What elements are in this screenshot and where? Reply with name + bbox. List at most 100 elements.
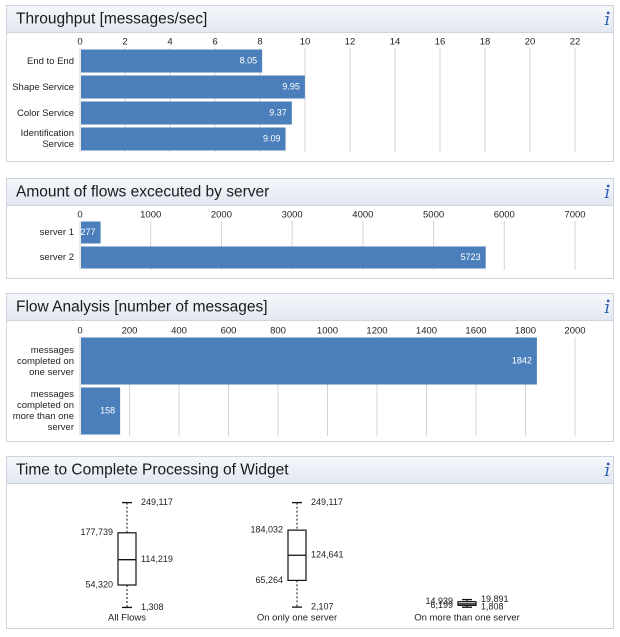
info-icon-dot: [606, 462, 610, 466]
info-icon-stem: [604, 304, 609, 313]
info-icon-dot: [606, 11, 610, 15]
x-tick-label: 12: [345, 37, 356, 48]
box: [117, 532, 137, 586]
category-label: On more than one server: [414, 613, 520, 624]
category-label: Identification Service: [20, 128, 74, 150]
info-icon-stem: [604, 16, 609, 25]
x-tick-label: 16: [435, 37, 446, 48]
x-tick-label: 1800: [515, 326, 536, 337]
bar: [81, 337, 537, 385]
bar: [81, 246, 486, 269]
panel-header: [6, 456, 614, 484]
category-label: server 1: [39, 227, 74, 238]
box-q3-label: 14,939: [425, 596, 453, 606]
category-label: On only one server: [257, 613, 337, 624]
box-max-label: 19,891: [481, 594, 509, 604]
category-label: server 2: [39, 252, 74, 263]
bar: [81, 387, 121, 435]
x-tick-label: 7000: [564, 210, 585, 221]
value-label: 8.05: [240, 55, 258, 65]
box-min-label: 1,308: [141, 602, 164, 612]
x-tick-label: 8: [257, 37, 262, 48]
value-label: 9.37: [269, 107, 287, 117]
category-label: Shape Service: [12, 81, 74, 93]
category-label-box: End to End: [27, 56, 74, 67]
category-label-box: server 2: [39, 252, 74, 263]
x-tick-label: 18: [480, 37, 491, 48]
box-q3-label: 184,032: [250, 525, 283, 535]
value-label: 9.95: [282, 81, 300, 91]
x-tick-label: 2000: [564, 326, 585, 337]
category-label-box: Color Service: [16, 107, 74, 119]
box-min-label: 2,107: [311, 601, 334, 611]
x-tick-label: 600: [221, 326, 237, 337]
box-q1-label: 65,264: [255, 575, 283, 585]
x-tick-label: 2000: [211, 210, 232, 221]
x-tick-label: 14: [390, 37, 401, 48]
x-tick-label: 4000: [352, 210, 373, 221]
x-tick-label: 0: [77, 326, 82, 337]
bar: [81, 75, 305, 99]
x-tick-label: 3000: [282, 210, 303, 221]
x-tick-label: 400: [171, 326, 187, 337]
x-tick-label: 200: [122, 326, 138, 337]
value-label: 1842: [512, 355, 532, 365]
category-label: messages completed on one server: [16, 344, 74, 378]
box-q1-label: 54,320: [85, 579, 113, 589]
x-tick-label: 0: [77, 37, 82, 48]
panel-title: Time to Complete Processing of Widget: [16, 462, 289, 479]
x-tick-label: 1200: [366, 326, 387, 337]
x-tick-label: 0: [77, 210, 82, 221]
x-tick-label: 6000: [494, 210, 515, 221]
category-label-box: Identification Service: [20, 128, 74, 150]
value-label: 9.09: [263, 133, 281, 143]
category-label-box: server 1: [39, 227, 74, 238]
x-tick-label: 2: [122, 37, 127, 48]
info-icon[interactable]: [604, 11, 610, 25]
box-q1-label: 6,199: [430, 600, 453, 610]
x-tick-label: 1000: [317, 326, 338, 337]
box-max-label: 249,117: [311, 497, 343, 507]
category-label-box: messages completed on one server: [16, 344, 74, 378]
value-label: 158: [100, 405, 115, 415]
category-label-box: messages completed on more than one serv…: [12, 389, 74, 433]
box-median-label: 124,641: [311, 550, 344, 560]
panel: [6, 456, 614, 629]
x-tick-label: 20: [525, 37, 536, 48]
panel-title: Flow Analysis [number of messages]: [16, 299, 268, 316]
bar: [81, 221, 101, 244]
info-icon[interactable]: [604, 299, 610, 313]
x-tick-label: 1000: [140, 210, 161, 221]
x-tick-label: 1600: [465, 326, 486, 337]
box-max-label: 249,117: [141, 497, 173, 507]
x-tick-label: 4: [167, 37, 172, 48]
panel-title: Throughput [messages/sec]: [16, 11, 207, 28]
info-icon-stem: [604, 189, 609, 198]
panel-header: [6, 178, 614, 206]
box-q3-label: 177,739: [80, 527, 113, 537]
category-label: All Flows: [108, 613, 146, 624]
info-icon-dot: [606, 299, 610, 303]
box-median-label: 114,219: [141, 554, 173, 564]
info-icon-stem: [604, 467, 609, 476]
info-icon[interactable]: [604, 184, 610, 198]
panel-title: Amount of flows excecuted by server: [16, 184, 269, 201]
x-tick-label: 5000: [423, 210, 444, 221]
x-tick-label: 1400: [416, 326, 437, 337]
x-tick-label: 6: [212, 37, 217, 48]
info-icon[interactable]: [604, 462, 610, 476]
info-icon-dot: [606, 184, 610, 188]
panel-header: [6, 5, 614, 33]
category-label-box: Shape Service: [12, 81, 74, 93]
bar: [81, 127, 286, 151]
category-label: Color Service: [16, 107, 74, 119]
value-label: 5723: [461, 252, 481, 262]
category-label: messages completed on more than one serv…: [12, 389, 74, 433]
bar: [81, 49, 263, 73]
value-label: 277: [81, 227, 96, 237]
x-tick-label: 800: [270, 326, 286, 337]
x-tick-label: 22: [570, 37, 581, 48]
box-min-label: 1,808: [481, 602, 504, 612]
